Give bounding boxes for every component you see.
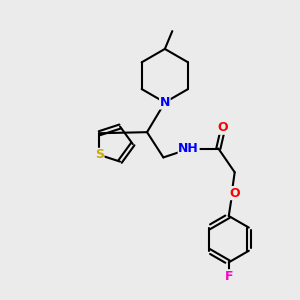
Text: O: O	[218, 121, 228, 134]
Text: NH: NH	[178, 142, 199, 155]
Text: N: N	[160, 96, 170, 109]
Text: O: O	[230, 187, 240, 200]
Text: S: S	[95, 148, 104, 161]
Text: F: F	[224, 270, 233, 283]
